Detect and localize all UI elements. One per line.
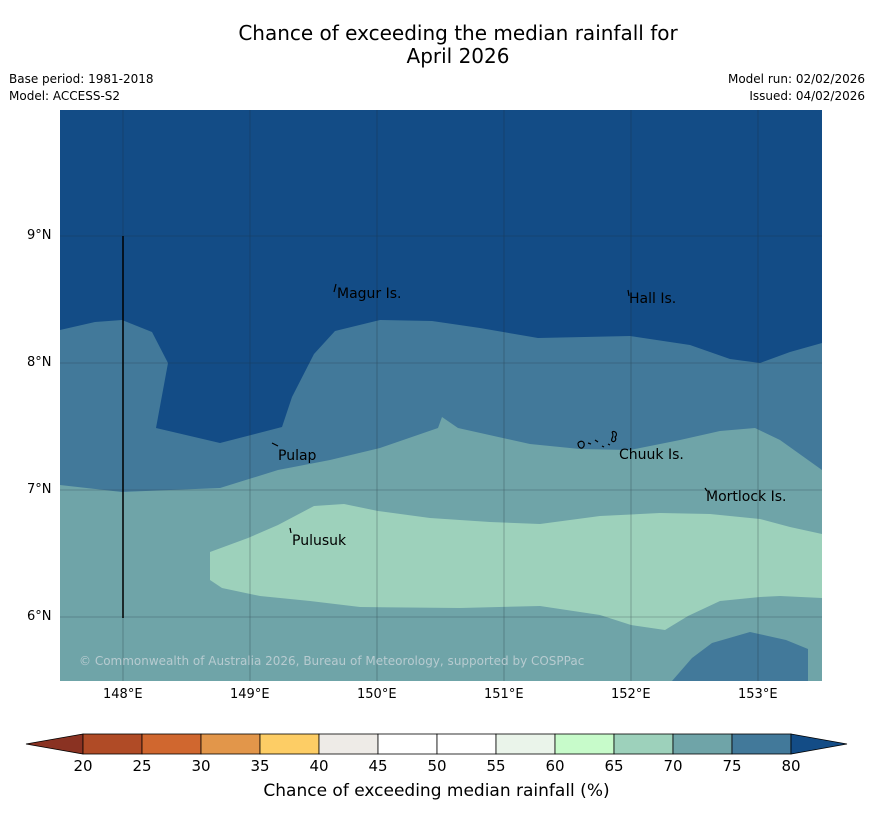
colorbar-segment xyxy=(318,733,379,755)
colorbar-tick-label: 45 xyxy=(368,757,387,775)
island-magur xyxy=(333,283,337,293)
island-chuuk xyxy=(577,430,618,449)
island-mortlock xyxy=(704,487,708,492)
lon-label-148e: 148°E xyxy=(103,687,143,702)
lat-label-9n: 9°N xyxy=(27,228,52,243)
label-hall: Hall Is. xyxy=(629,291,676,307)
colorbar-segment xyxy=(259,733,320,755)
colorbar-segment xyxy=(377,733,438,755)
lat-label-7n: 7°N xyxy=(27,482,52,497)
issued-date: Issued: 04/02/2026 xyxy=(749,89,865,103)
colorbar-tick-label: 50 xyxy=(427,757,446,775)
chart-title: Chance of exceeding the median rainfall … xyxy=(0,22,873,68)
island-hall xyxy=(627,289,630,297)
island-marks xyxy=(271,283,708,534)
colorbar-tick-label: 80 xyxy=(781,757,800,775)
island-pulap xyxy=(271,442,279,447)
colorbar-segment xyxy=(436,733,497,755)
colorbar-segment xyxy=(731,733,792,755)
lon-label-153e: 153°E xyxy=(738,687,778,702)
label-chuuk: Chuuk Is. xyxy=(619,447,684,463)
lon-label-150e: 150°E xyxy=(357,687,397,702)
zone-75-80-southeast xyxy=(672,632,808,681)
colorbar-label: Chance of exceeding median rainfall (%) xyxy=(263,781,610,801)
title-line-1: Chance of exceeding the median rainfall … xyxy=(238,21,678,45)
label-magur: Magur Is. xyxy=(337,286,402,302)
lon-label-151e: 151°E xyxy=(484,687,524,702)
colorbar-segment xyxy=(200,733,261,755)
colorbar-segment xyxy=(672,733,733,755)
colorbar-tick-label: 40 xyxy=(309,757,328,775)
copyright: © Commonwealth of Australia 2026, Bureau… xyxy=(79,654,584,668)
colorbar-tick-label: 25 xyxy=(132,757,151,775)
colorbar-tick-label: 70 xyxy=(663,757,682,775)
lon-label-152e: 152°E xyxy=(611,687,651,702)
island-pulusuk xyxy=(289,527,292,534)
meta-left: Base period: 1981-2018 Model: ACCESS-S2 xyxy=(9,71,154,105)
lat-label-8n: 8°N xyxy=(27,355,52,370)
model-run: Model run: 02/02/2026 xyxy=(727,72,865,86)
colorbar-segment xyxy=(82,733,143,755)
zone-65-70 xyxy=(210,504,822,630)
colorbar-tick-label: 35 xyxy=(250,757,269,775)
colorbar-over-arrow xyxy=(790,733,848,755)
label-pulap: Pulap xyxy=(278,448,317,464)
colorbar-tick-label: 60 xyxy=(545,757,564,775)
colorbar-segment xyxy=(141,733,202,755)
model-name: Model: ACCESS-S2 xyxy=(9,89,121,103)
colorbar-segment xyxy=(554,733,615,755)
base-period: Base period: 1981-2018 xyxy=(9,72,154,86)
colorbar-segment xyxy=(613,733,674,755)
colorbar-tick-label: 75 xyxy=(722,757,741,775)
lat-label-6n: 6°N xyxy=(27,609,52,624)
title-line-2: April 2026 xyxy=(406,44,510,68)
colorbar-under-arrow xyxy=(25,733,84,755)
colorbar-tick-label: 65 xyxy=(604,757,623,775)
colorbar-tick-label: 55 xyxy=(486,757,505,775)
label-pulusuk: Pulusuk xyxy=(292,533,347,549)
label-mortlock: Mortlock Is. xyxy=(706,489,786,505)
colorbar: 20 25 30 35 40 45 50 55 60 65 70 75 80 xyxy=(25,733,848,775)
rainfall-map: Magur Is. Hall Is. Pulap Chuuk Is. Mortl… xyxy=(60,110,822,681)
meta-right: Model run: 02/02/2026 Issued: 04/02/2026 xyxy=(728,71,865,105)
colorbar-tick-label: 20 xyxy=(73,757,92,775)
colorbar-segment xyxy=(495,733,556,755)
lon-label-149e: 149°E xyxy=(230,687,270,702)
colorbar-tick-label: 30 xyxy=(191,757,210,775)
